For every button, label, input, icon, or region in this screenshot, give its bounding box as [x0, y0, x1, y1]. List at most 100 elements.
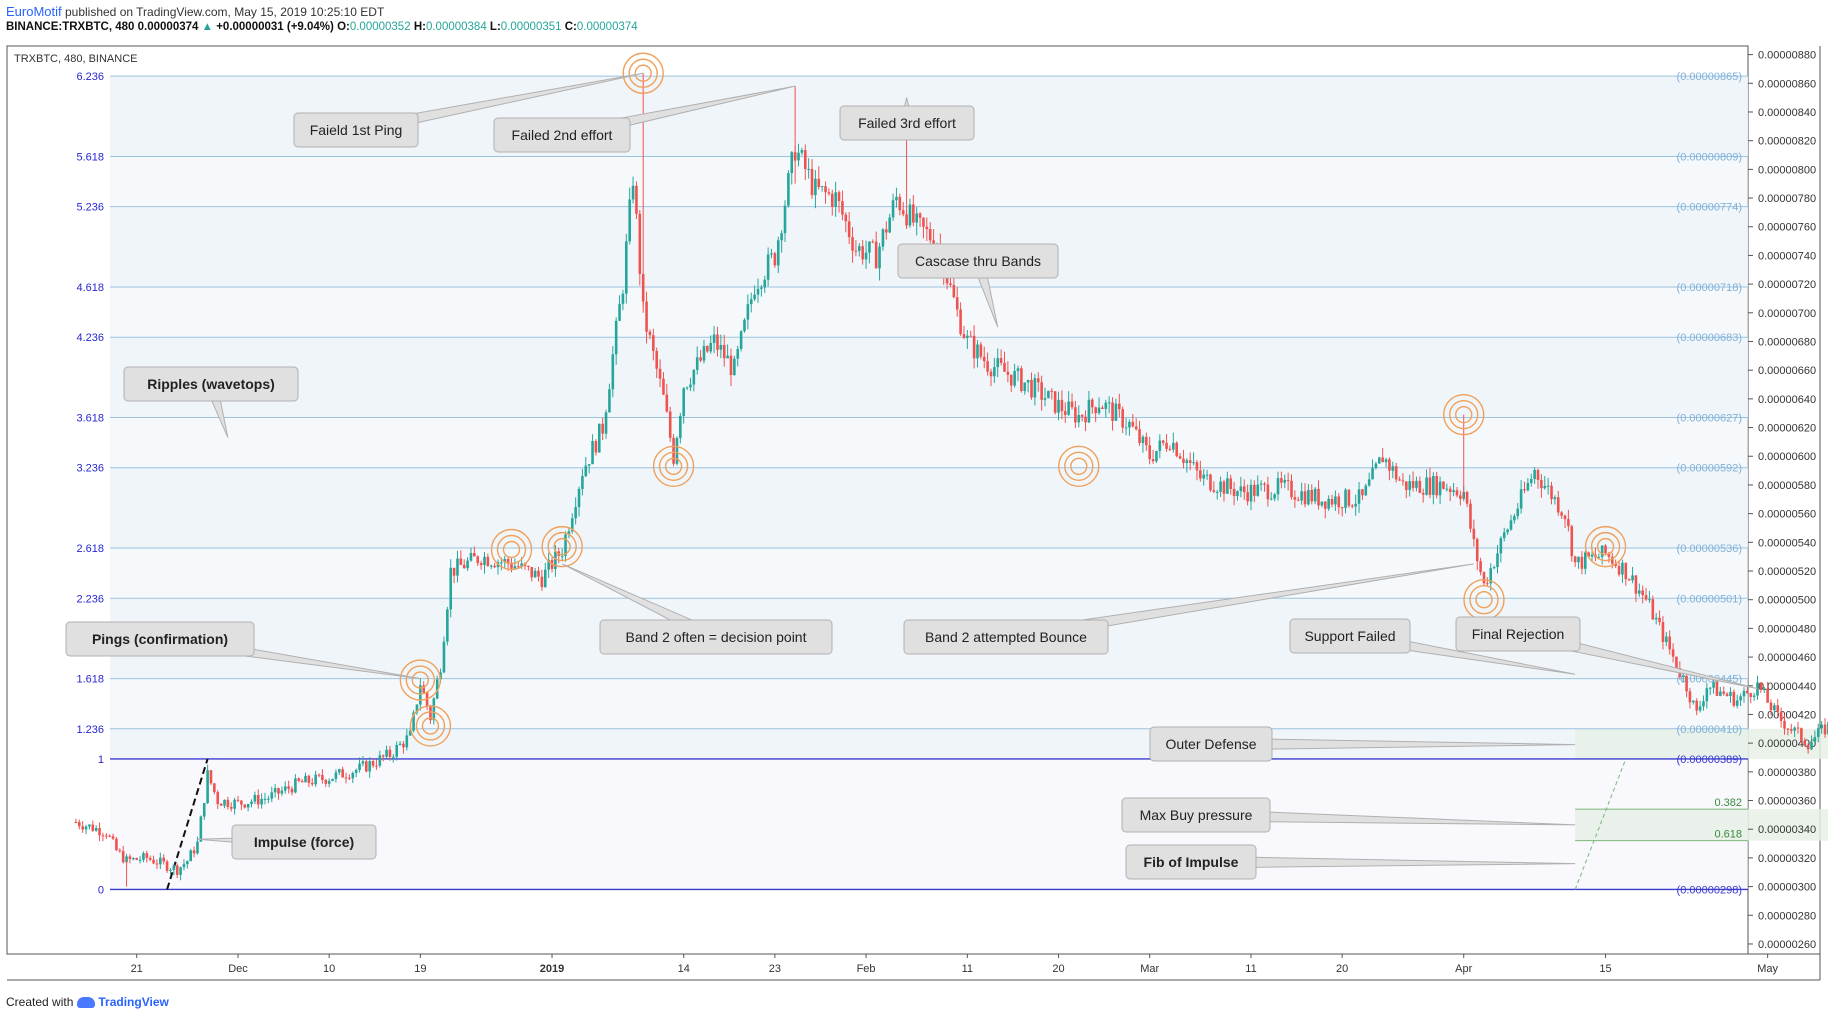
candle-body [540, 576, 544, 588]
candle-body [1121, 409, 1124, 428]
fib-price-label: (0.00000410) [1677, 724, 1742, 736]
y-tick-label: 0.00000260 [1758, 939, 1816, 951]
candle-body [945, 277, 949, 284]
ping-ring-circle [1449, 399, 1479, 430]
candle-body [1702, 701, 1705, 707]
callout-box [599, 619, 833, 655]
candle-body [760, 287, 763, 289]
candle-body [402, 743, 405, 748]
annotation-callout: Pings (confirmation) [65, 621, 421, 680]
y-tick-label: 0.00000800 [1758, 164, 1816, 176]
callout-text: Cascase thru Bands [915, 253, 1041, 269]
candle-body [462, 564, 466, 569]
candle-body [152, 859, 155, 864]
tradingview-logo[interactable]: TradingView [77, 995, 169, 1009]
candle-body [1496, 553, 1499, 568]
candle-body [1529, 479, 1533, 483]
published-text: published on TradingView.com, May 15, 20… [64, 5, 385, 19]
fib-ratio-label: 5.236 [76, 202, 104, 214]
y-tick-label: 0.00000540 [1758, 537, 1816, 549]
candle-body [895, 196, 898, 201]
author-link[interactable]: EuroMotif [6, 4, 62, 19]
candle-body [628, 199, 631, 242]
candle-body [476, 556, 480, 564]
candle-body [385, 749, 388, 757]
candle-body [128, 856, 132, 860]
candle-body [851, 237, 854, 251]
candle-body [1013, 371, 1016, 386]
fib-ratio-label: 2.618 [76, 543, 104, 555]
fib-band [110, 156, 1748, 207]
candle-body [1779, 711, 1783, 721]
y-tick-label: 0.00000860 [1758, 78, 1816, 90]
candle-body [189, 850, 193, 862]
candle-body [608, 389, 611, 413]
callout-text: Final Rejection [1472, 626, 1565, 642]
candle-body [196, 841, 199, 854]
candle-body [1074, 407, 1077, 423]
ping-ring-circle [547, 531, 577, 562]
candle-body [192, 850, 196, 854]
fib-ratio-label: 2.236 [76, 593, 104, 605]
fib-ratio-label: 3.618 [76, 413, 104, 425]
candle-body [763, 279, 767, 288]
candle-body [817, 178, 821, 188]
y-tick-label: 0.00000580 [1758, 480, 1816, 492]
x-tick-label: 20 [1052, 963, 1064, 975]
callout-text: Support Failed [1304, 628, 1395, 644]
candle-body [1435, 476, 1439, 496]
candle-body [1273, 494, 1276, 499]
annotation-callout: Fib of Impulse [1125, 844, 1576, 880]
candle-body [915, 213, 918, 223]
x-tick-label: Feb [857, 963, 876, 975]
candle-body [874, 241, 878, 269]
candle-body [1165, 442, 1168, 449]
ping-ring-circle [415, 711, 446, 741]
candle-body [830, 193, 834, 207]
candle-body [240, 800, 243, 805]
fib-ratio-label: 1.236 [76, 724, 104, 736]
candle-body [1242, 486, 1246, 493]
candle-body [1080, 414, 1084, 417]
candle-body [1161, 440, 1165, 443]
candle-body [1188, 460, 1192, 463]
candle-body [655, 350, 658, 369]
candle-body [142, 853, 145, 860]
candle-body [429, 706, 432, 721]
candle-body [891, 200, 895, 218]
candle-body [543, 569, 547, 588]
candle-body [506, 558, 510, 564]
ping-ring-circle [1475, 590, 1493, 609]
candle-body [662, 378, 665, 395]
candle-body [256, 794, 260, 805]
candle-body [1256, 484, 1260, 496]
candle-body [132, 858, 135, 860]
annotation-callout: Ripples (wavetops) [123, 366, 299, 438]
candle-body [1364, 485, 1368, 496]
x-tick-label: 15 [1599, 963, 1611, 975]
candle-body [682, 388, 686, 416]
open-value: 0.00000352 [349, 21, 411, 33]
candle-body [635, 185, 638, 214]
fib-ratio-label: 3.236 [76, 463, 104, 475]
high-label: H: [413, 21, 426, 33]
ping-ring-circle [1590, 531, 1621, 562]
candle-body [1300, 491, 1303, 501]
candle-body [493, 565, 496, 568]
retracement-label: 0.382 [1714, 797, 1742, 809]
candle-body [1621, 562, 1624, 575]
candle-body [169, 870, 172, 872]
candle-body [780, 233, 783, 241]
candle-body [1057, 399, 1060, 413]
candle-body [722, 344, 726, 359]
fib-price-label: (0.00000536) [1677, 543, 1742, 555]
candle-body [503, 558, 507, 563]
candle-body [442, 641, 446, 673]
fib-price-label: (0.00000774) [1677, 202, 1742, 214]
candle-body [419, 685, 422, 705]
candle-body [378, 755, 382, 766]
candle-body [1604, 545, 1607, 554]
candle-body [91, 824, 95, 831]
x-tick-label: 19 [414, 963, 426, 975]
